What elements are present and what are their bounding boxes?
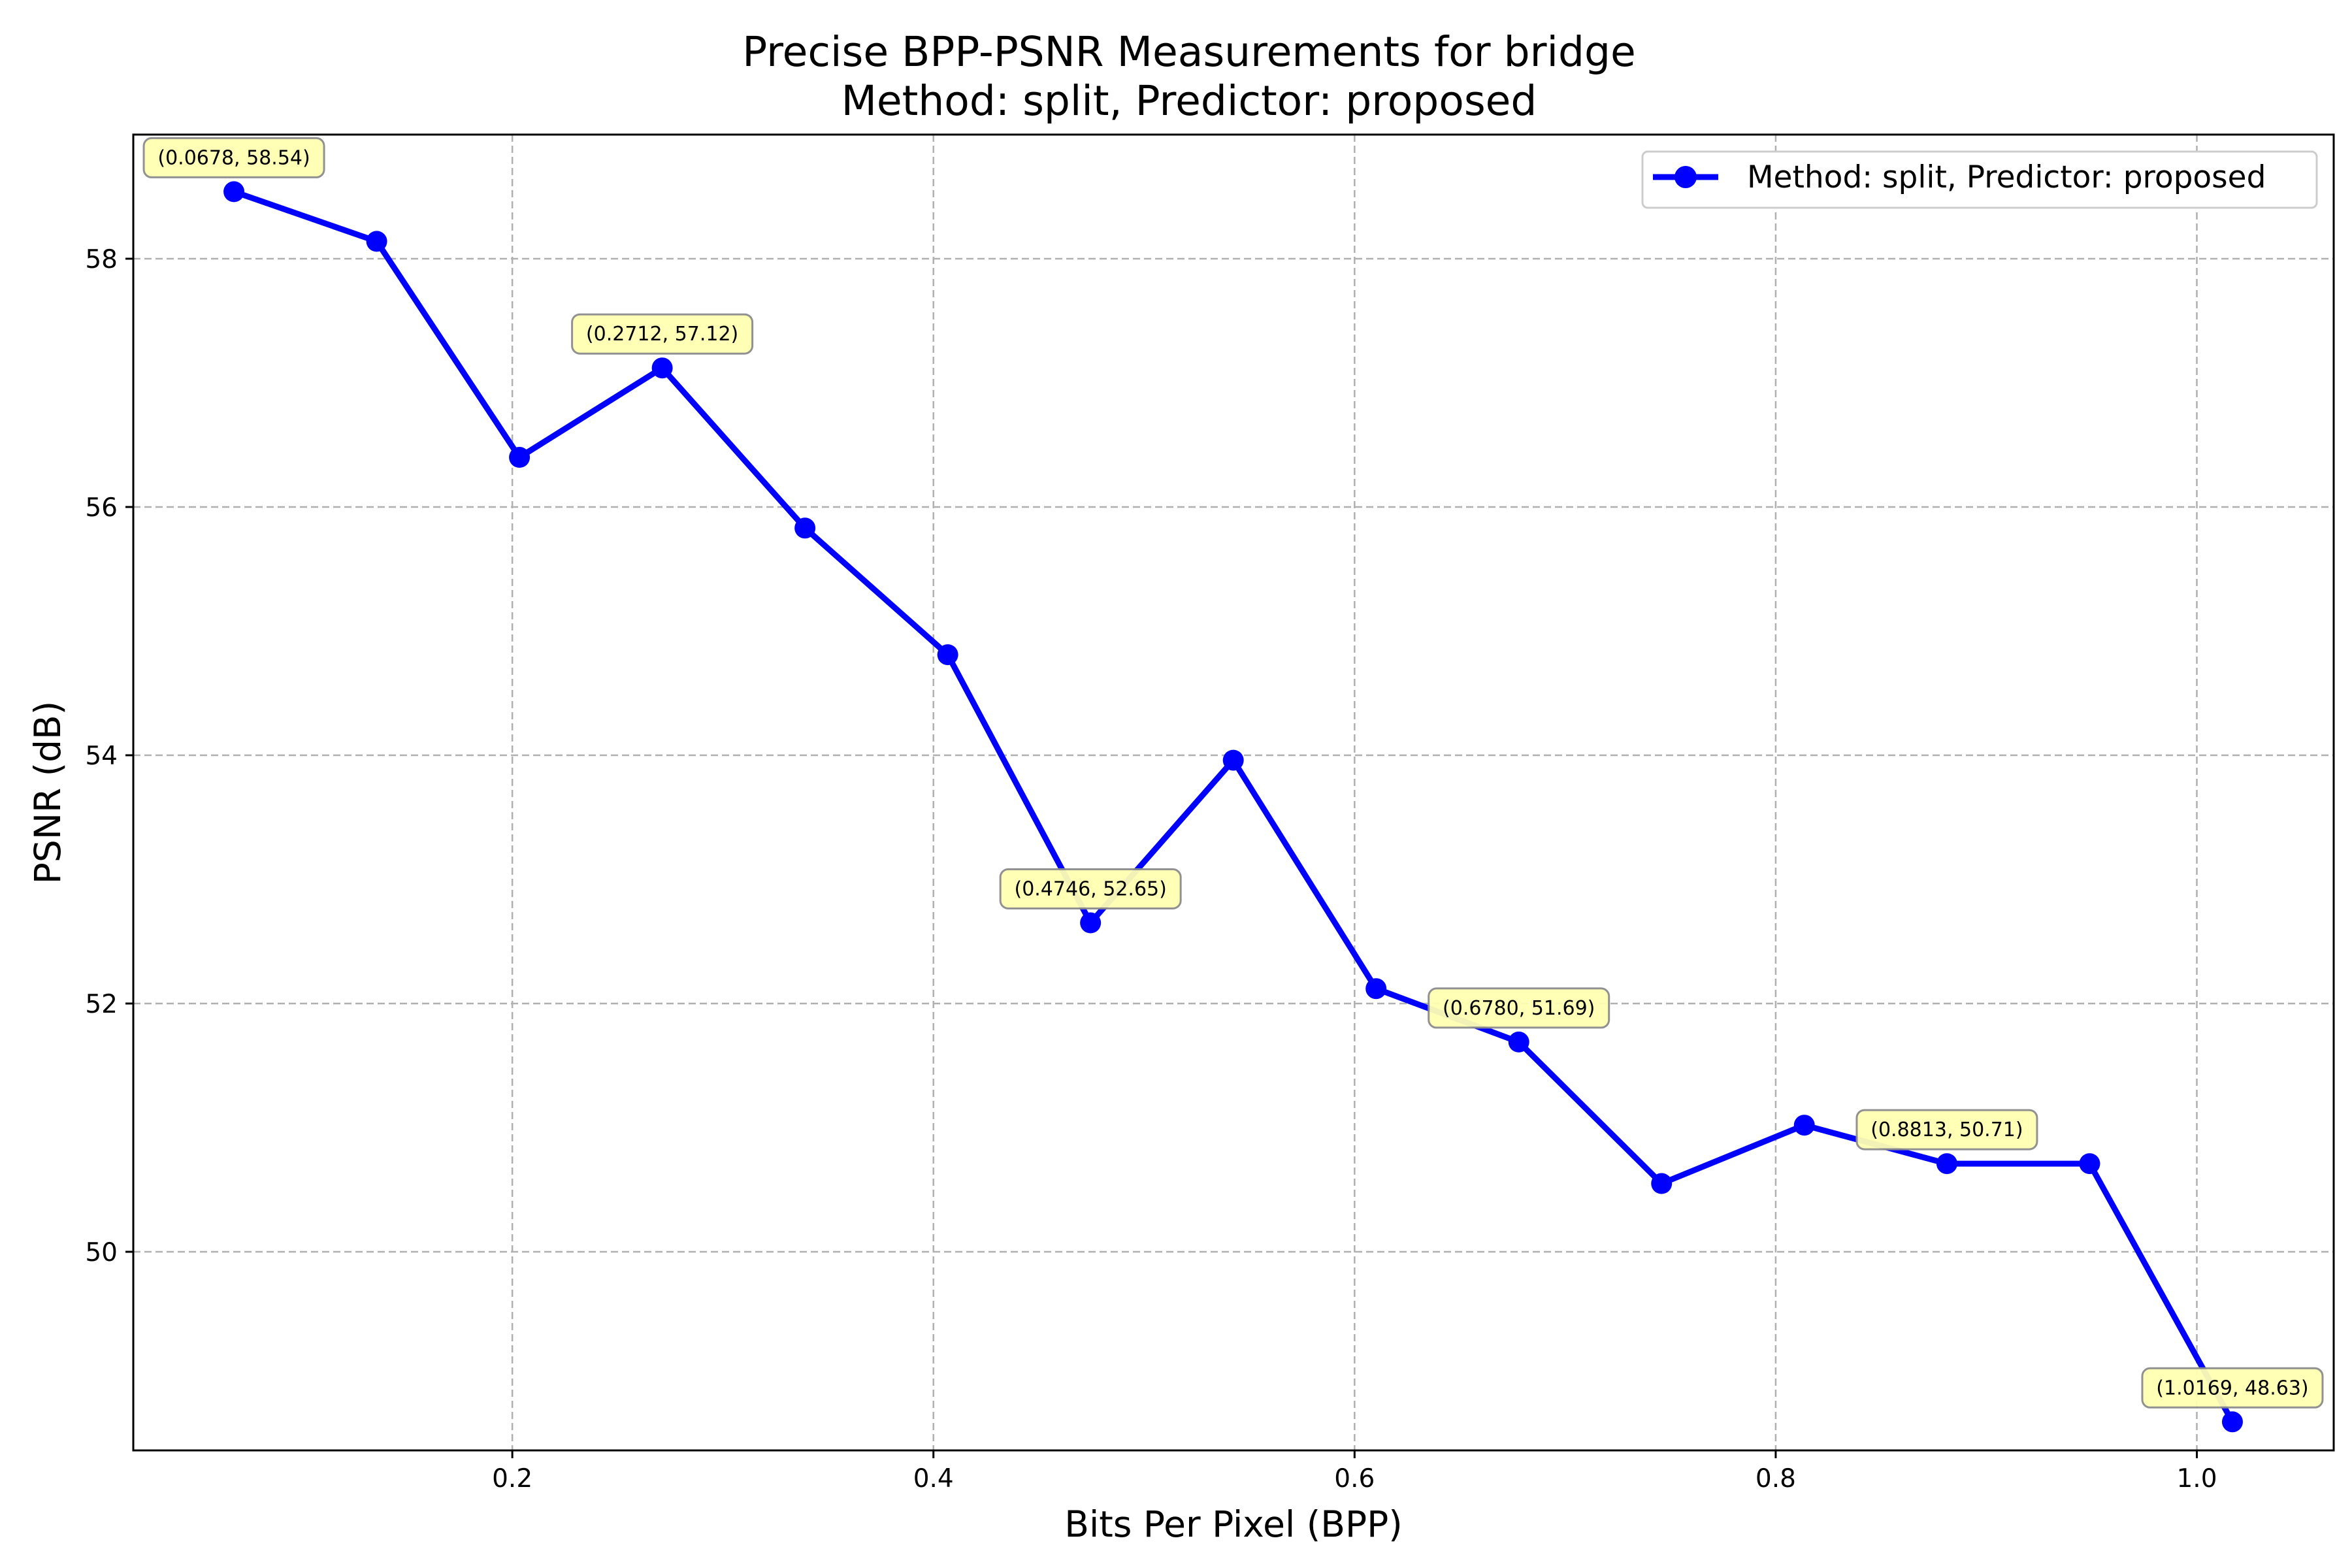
annotation-box: [142, 137, 325, 178]
x-axis-label: Bits Per Pixel (BPP): [1064, 1503, 1403, 1545]
annotation-label: (0.4746, 52.65): [1014, 878, 1166, 901]
legend-entry-label: Method: split, Predictor: proposed: [1747, 159, 2266, 195]
grid-lines: [133, 135, 2334, 1450]
data-point: [794, 517, 816, 539]
point-annotation: (0.8813, 50.71): [1855, 1109, 2038, 1151]
x-tick-label: 0.4: [913, 1464, 954, 1494]
data-point: [1793, 1115, 1815, 1136]
x-tick-label: 0.6: [1334, 1464, 1375, 1494]
point-annotation: (0.4746, 52.65): [999, 868, 1182, 909]
annotation-label: (0.2712, 57.12): [586, 323, 738, 346]
legend: Method: split, Predictor: proposed: [1641, 150, 2318, 209]
point-annotation: (1.0169, 48.63): [2141, 1367, 2324, 1409]
annotation-box: [2141, 1367, 2324, 1409]
chart-subtitle: Method: split, Predictor: proposed: [841, 77, 1537, 125]
data-point: [2079, 1153, 2100, 1175]
annotation-box: [999, 868, 1182, 909]
annotation-label: (0.6780, 51.69): [1443, 997, 1595, 1020]
series-line: [233, 189, 2235, 1424]
data-point: [223, 181, 245, 203]
data-point: [366, 231, 387, 252]
legend-marker-swatch: [1674, 166, 1697, 188]
annotation-label: (0.8813, 50.71): [1870, 1119, 2023, 1141]
y-tick-label: 58: [85, 245, 118, 274]
data-point: [509, 447, 531, 468]
point-annotations: (0.0678, 58.54) (0.2712, 57.12) (0.4746, 5…: [142, 137, 2324, 1409]
data-point: [1365, 978, 1387, 1000]
x-tick-label: 1.0: [2176, 1464, 2217, 1494]
annotation-box: [1428, 987, 1610, 1029]
data-point: [1222, 749, 1244, 771]
data-point: [1080, 912, 1102, 934]
x-tick-label: 0.8: [1756, 1464, 1796, 1494]
y-axis-label: PSNR (dB): [27, 701, 69, 884]
data-point: [937, 644, 958, 666]
x-tick-label: 0.2: [492, 1464, 532, 1494]
axis-ticks: 0.2 0.4 0.6 0.8 1.0 50 52 54 56 58: [85, 245, 2217, 1494]
data-point: [1651, 1173, 1673, 1194]
annotation-label: (1.0169, 48.63): [2156, 1377, 2308, 1399]
point-annotation: (0.0678, 58.54): [142, 137, 325, 178]
annotation-label: (0.0678, 58.54): [157, 146, 310, 169]
data-point: [651, 357, 673, 379]
chart-title: Precise BPP-PSNR Measurements for bridge: [742, 28, 1636, 76]
y-tick-label: 54: [85, 742, 118, 771]
point-annotation: (0.2712, 57.12): [571, 313, 754, 355]
y-tick-label: 50: [85, 1238, 118, 1267]
legend-frame: [1641, 150, 2318, 209]
data-point: [2221, 1411, 2243, 1433]
annotation-box: [571, 313, 754, 355]
data-series: [223, 181, 2243, 1433]
y-tick-label: 52: [85, 990, 118, 1019]
data-point: [1508, 1031, 1529, 1053]
data-point: [1936, 1153, 1957, 1175]
point-annotation: (0.6780, 51.69): [1428, 987, 1610, 1029]
plot-frame: [132, 133, 2335, 1452]
y-tick-label: 56: [85, 493, 118, 523]
annotation-box: [1855, 1109, 2038, 1151]
